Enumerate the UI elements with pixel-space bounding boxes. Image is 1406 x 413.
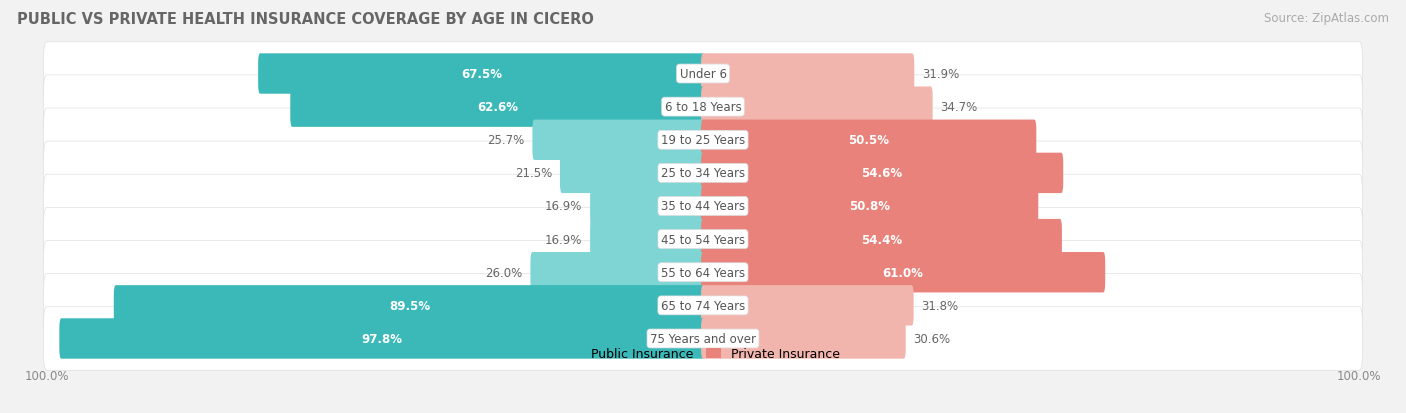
FancyBboxPatch shape xyxy=(44,307,1362,370)
FancyBboxPatch shape xyxy=(44,274,1362,337)
Text: 6 to 18 Years: 6 to 18 Years xyxy=(665,101,741,114)
FancyBboxPatch shape xyxy=(591,186,704,227)
Text: 75 Years and over: 75 Years and over xyxy=(650,332,756,345)
Text: 62.6%: 62.6% xyxy=(477,101,519,114)
Text: 31.8%: 31.8% xyxy=(921,299,959,312)
Text: 65 to 74 Years: 65 to 74 Years xyxy=(661,299,745,312)
Text: 45 to 54 Years: 45 to 54 Years xyxy=(661,233,745,246)
FancyBboxPatch shape xyxy=(44,208,1362,271)
FancyBboxPatch shape xyxy=(44,76,1362,139)
FancyBboxPatch shape xyxy=(702,120,1036,161)
Text: Under 6: Under 6 xyxy=(679,68,727,81)
FancyBboxPatch shape xyxy=(702,186,1038,227)
Text: PUBLIC VS PRIVATE HEALTH INSURANCE COVERAGE BY AGE IN CICERO: PUBLIC VS PRIVATE HEALTH INSURANCE COVER… xyxy=(17,12,593,27)
Text: 50.8%: 50.8% xyxy=(849,200,890,213)
FancyBboxPatch shape xyxy=(44,175,1362,238)
Text: 26.0%: 26.0% xyxy=(485,266,523,279)
FancyBboxPatch shape xyxy=(591,219,704,260)
FancyBboxPatch shape xyxy=(702,252,1105,293)
FancyBboxPatch shape xyxy=(560,153,704,194)
FancyBboxPatch shape xyxy=(702,87,932,128)
FancyBboxPatch shape xyxy=(114,285,704,326)
Text: 19 to 25 Years: 19 to 25 Years xyxy=(661,134,745,147)
Legend: Public Insurance, Private Insurance: Public Insurance, Private Insurance xyxy=(567,347,839,361)
Text: 97.8%: 97.8% xyxy=(361,332,402,345)
Text: 55 to 64 Years: 55 to 64 Years xyxy=(661,266,745,279)
FancyBboxPatch shape xyxy=(259,54,704,95)
Text: 34.7%: 34.7% xyxy=(941,101,977,114)
Text: 30.6%: 30.6% xyxy=(914,332,950,345)
Text: 54.4%: 54.4% xyxy=(860,233,903,246)
Text: 21.5%: 21.5% xyxy=(515,167,553,180)
Text: 54.6%: 54.6% xyxy=(862,167,903,180)
Text: 35 to 44 Years: 35 to 44 Years xyxy=(661,200,745,213)
Text: 31.9%: 31.9% xyxy=(922,68,959,81)
Text: 25 to 34 Years: 25 to 34 Years xyxy=(661,167,745,180)
FancyBboxPatch shape xyxy=(702,153,1063,194)
Text: 16.9%: 16.9% xyxy=(546,233,582,246)
FancyBboxPatch shape xyxy=(290,87,704,128)
Text: 89.5%: 89.5% xyxy=(389,299,430,312)
Text: 25.7%: 25.7% xyxy=(488,134,524,147)
FancyBboxPatch shape xyxy=(702,54,914,95)
Text: 61.0%: 61.0% xyxy=(883,266,924,279)
FancyBboxPatch shape xyxy=(59,318,704,359)
Text: Source: ZipAtlas.com: Source: ZipAtlas.com xyxy=(1264,12,1389,25)
Text: 67.5%: 67.5% xyxy=(461,68,502,81)
FancyBboxPatch shape xyxy=(44,241,1362,304)
FancyBboxPatch shape xyxy=(533,120,704,161)
FancyBboxPatch shape xyxy=(702,318,905,359)
FancyBboxPatch shape xyxy=(44,142,1362,205)
FancyBboxPatch shape xyxy=(530,252,704,293)
FancyBboxPatch shape xyxy=(44,109,1362,172)
FancyBboxPatch shape xyxy=(702,285,914,326)
FancyBboxPatch shape xyxy=(44,43,1362,106)
Text: 16.9%: 16.9% xyxy=(546,200,582,213)
FancyBboxPatch shape xyxy=(702,219,1062,260)
Text: 50.5%: 50.5% xyxy=(848,134,889,147)
